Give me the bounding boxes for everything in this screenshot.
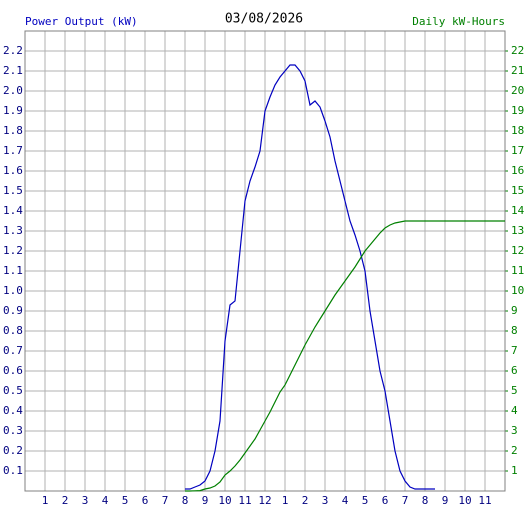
y-tick-label: 0.1 [3, 464, 23, 477]
y2-tick-label: 13 [511, 224, 524, 237]
x-tick-label: 3 [82, 494, 89, 507]
x-tick-label: 9 [202, 494, 209, 507]
x-tick-label: 3 [322, 494, 329, 507]
y-tick-label: 0.6 [3, 364, 23, 377]
y-tick-label: 0.2 [3, 444, 23, 457]
x-tick-label: 11 [238, 494, 251, 507]
x-tick-label: 5 [362, 494, 369, 507]
data-line [185, 220, 505, 492]
y2-tick-label: 4 [511, 404, 518, 417]
x-tick-label: 9 [442, 494, 449, 507]
y-tick-label: 0.7 [3, 344, 23, 357]
y-tick-label: 1.5 [3, 184, 23, 197]
x-tick-label: 10 [458, 494, 471, 507]
y-tick-label: 2.1 [3, 64, 23, 77]
x-tick-label: 6 [142, 494, 149, 507]
x-tick-label: 6 [382, 494, 389, 507]
y-tick-label: 0.3 [3, 424, 23, 437]
y2-tick-label: 2 [511, 444, 518, 457]
y2-tick-label: 16 [511, 164, 524, 177]
y2-tick-label: 11 [511, 264, 524, 277]
y-tick-label: 0.4 [3, 404, 23, 417]
x-tick-label: 7 [402, 494, 409, 507]
y2-tick-label: 15 [511, 184, 524, 197]
y-tick-label: 1.6 [3, 164, 23, 177]
y2-tick-label: 9 [511, 304, 518, 317]
x-tick-label: 8 [422, 494, 429, 507]
y2-tick-label: 21 [511, 64, 524, 77]
y2-tick-label: 10 [511, 284, 524, 297]
chart-title: 03/08/2026 [225, 12, 303, 27]
y2-tick-label: 12 [511, 244, 524, 257]
x-tick-label: 12 [258, 494, 271, 507]
y-tick-label: 0.9 [3, 304, 23, 317]
y-tick-label: 1.1 [3, 264, 23, 277]
y2-tick-label: 1 [511, 464, 518, 477]
plot-frame [24, 30, 506, 492]
x-tick-label: 2 [62, 494, 69, 507]
y-tick-label: 1.8 [3, 124, 23, 137]
y2-axis-label: Daily kW-Hours [412, 15, 505, 28]
y-tick-label: 2.2 [3, 44, 23, 57]
y-tick-label: 0.5 [3, 384, 23, 397]
y-tick-label: 1.9 [3, 104, 23, 117]
y2-tick-label: 20 [511, 84, 524, 97]
y-tick-label: 1.4 [3, 204, 23, 217]
x-tick-label: 8 [182, 494, 189, 507]
y-tick-label: 1.3 [3, 224, 23, 237]
y2-tick-label: 3 [511, 424, 518, 437]
x-tick-label: 11 [478, 494, 491, 507]
y-tick-label: 2.0 [3, 84, 23, 97]
x-tick-label: 4 [342, 494, 349, 507]
x-tick-label: 10 [218, 494, 231, 507]
x-tick-label: 4 [102, 494, 109, 507]
x-tick-label: 5 [122, 494, 129, 507]
y2-tick-label: 7 [511, 344, 518, 357]
y2-tick-label: 6 [511, 364, 518, 377]
y2-tick-label: 19 [511, 104, 524, 117]
x-tick-label: 2 [302, 494, 309, 507]
y-tick-label: 1.7 [3, 144, 23, 157]
y-tick-label: 0.8 [3, 324, 23, 337]
y2-tick-label: 8 [511, 324, 518, 337]
y-tick-label: 1.2 [3, 244, 23, 257]
y2-tick-label: 22 [511, 44, 524, 57]
y2-tick-label: 17 [511, 144, 524, 157]
x-tick-label: 1 [282, 494, 289, 507]
x-tick-label: 1 [42, 494, 49, 507]
data-line [185, 64, 435, 490]
y2-tick-label: 18 [511, 124, 524, 137]
y-axis-label: Power Output (kW) [25, 15, 138, 28]
y2-tick-label: 14 [511, 204, 525, 217]
y2-tick-label: 5 [511, 384, 518, 397]
y-tick-label: 1.0 [3, 284, 23, 297]
x-tick-label: 7 [162, 494, 169, 507]
